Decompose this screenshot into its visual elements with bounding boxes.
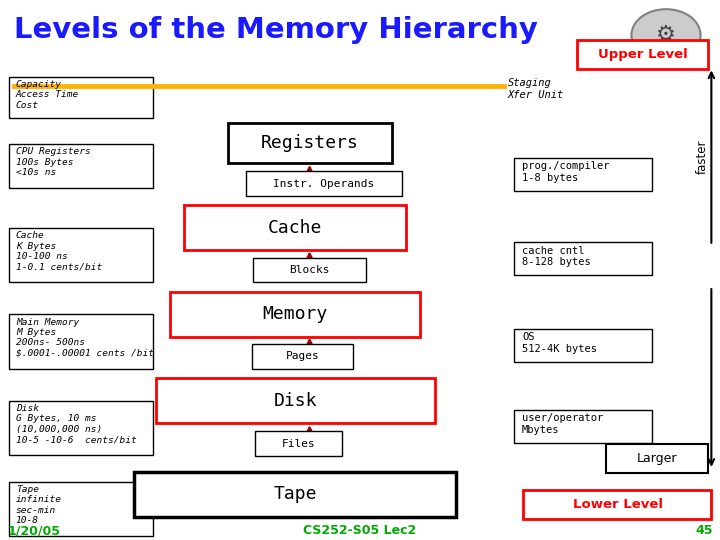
FancyBboxPatch shape — [514, 242, 652, 275]
FancyBboxPatch shape — [514, 158, 652, 191]
FancyBboxPatch shape — [134, 472, 456, 516]
FancyBboxPatch shape — [255, 431, 343, 456]
Text: CS252-S05 Lec2: CS252-S05 Lec2 — [303, 524, 417, 537]
Text: Tape
infinite
sec-min
10-8: Tape infinite sec-min 10-8 — [16, 485, 62, 525]
Text: Lower Level: Lower Level — [573, 498, 662, 511]
FancyBboxPatch shape — [156, 378, 435, 423]
FancyBboxPatch shape — [9, 77, 153, 118]
FancyBboxPatch shape — [514, 410, 652, 443]
FancyBboxPatch shape — [170, 292, 420, 337]
FancyBboxPatch shape — [9, 228, 153, 282]
Text: user/operator
Mbytes: user/operator Mbytes — [522, 413, 603, 435]
Text: CPU Registers
100s Bytes
<10s ns: CPU Registers 100s Bytes <10s ns — [16, 147, 91, 177]
FancyBboxPatch shape — [606, 444, 708, 472]
Text: Levels of the Memory Hierarchy: Levels of the Memory Hierarchy — [14, 16, 539, 44]
FancyBboxPatch shape — [9, 401, 153, 455]
Text: Tape: Tape — [274, 485, 317, 503]
Text: prog./compiler
1-8 bytes: prog./compiler 1-8 bytes — [522, 161, 610, 183]
FancyBboxPatch shape — [246, 171, 402, 196]
FancyBboxPatch shape — [9, 314, 153, 369]
Text: Cache
K Bytes
10-100 ns
1-0.1 cents/bit: Cache K Bytes 10-100 ns 1-0.1 cents/bit — [16, 231, 102, 271]
Text: Memory: Memory — [263, 305, 328, 323]
Text: Upper Level: Upper Level — [598, 48, 688, 61]
FancyBboxPatch shape — [253, 258, 366, 282]
Text: 1/20/05: 1/20/05 — [7, 524, 60, 537]
FancyBboxPatch shape — [523, 490, 711, 519]
Text: Larger: Larger — [636, 452, 677, 465]
Text: cache cntl
8-128 bytes: cache cntl 8-128 bytes — [522, 246, 590, 267]
FancyBboxPatch shape — [252, 344, 353, 369]
Text: faster: faster — [696, 139, 708, 174]
Text: Staging
Xfer Unit: Staging Xfer Unit — [508, 78, 564, 100]
FancyBboxPatch shape — [228, 123, 392, 163]
Text: Cache: Cache — [268, 219, 323, 237]
Text: Disk
G Bytes, 10 ms
(10,000,000 ns)
10-5 -10-6  cents/bit: Disk G Bytes, 10 ms (10,000,000 ns) 10-5… — [16, 404, 137, 444]
Text: OS
512-4K bytes: OS 512-4K bytes — [522, 332, 597, 354]
FancyBboxPatch shape — [184, 206, 406, 251]
Circle shape — [631, 9, 701, 61]
Text: Capacity
Access Time
Cost: Capacity Access Time Cost — [16, 80, 79, 110]
FancyBboxPatch shape — [9, 482, 153, 536]
Text: 45: 45 — [696, 524, 713, 537]
Text: Files: Files — [282, 439, 315, 449]
Text: Pages: Pages — [286, 352, 319, 361]
FancyBboxPatch shape — [9, 144, 153, 188]
FancyBboxPatch shape — [577, 40, 708, 69]
Text: ⚙: ⚙ — [656, 25, 676, 45]
Text: Blocks: Blocks — [289, 265, 330, 275]
Text: Main Memory
M Bytes
200ns- 500ns
$.0001-.00001 cents /bit: Main Memory M Bytes 200ns- 500ns $.0001-… — [16, 318, 154, 357]
Text: Instr. Operands: Instr. Operands — [274, 179, 374, 188]
Text: Disk: Disk — [274, 392, 317, 410]
FancyBboxPatch shape — [514, 329, 652, 362]
Text: Registers: Registers — [261, 134, 359, 152]
